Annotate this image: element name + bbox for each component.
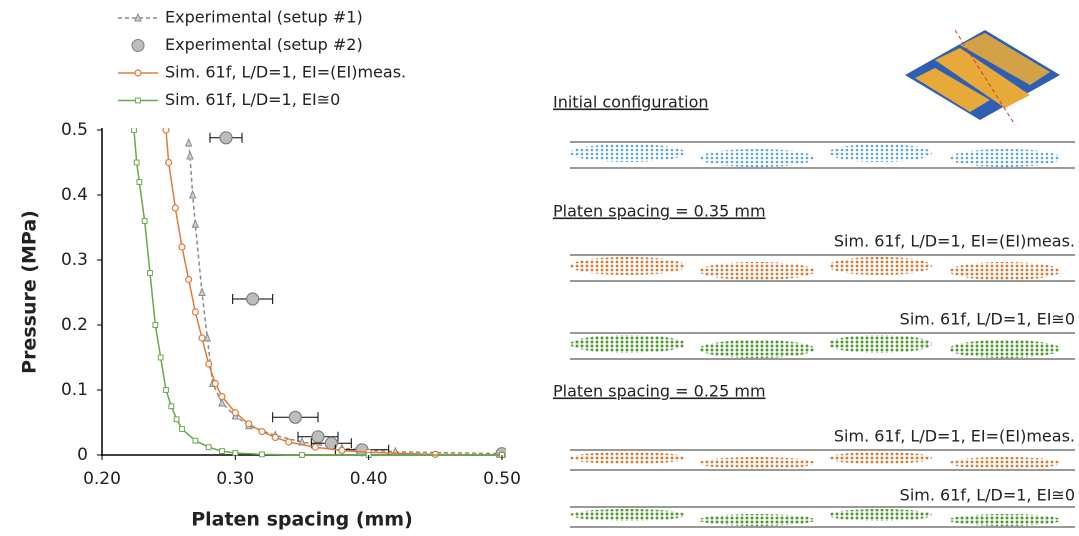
marker-square bbox=[220, 449, 225, 454]
marker-circle bbox=[339, 447, 345, 453]
yarn-section bbox=[949, 457, 1061, 469]
series-line bbox=[166, 130, 502, 455]
y-tick-label: 0.4 bbox=[61, 185, 88, 205]
marker-triangle bbox=[190, 191, 196, 198]
legend-label: Sim. 61f, L/D=1, EI=(EI)meas. bbox=[165, 63, 406, 82]
marker-circle bbox=[199, 335, 205, 341]
yarn-section bbox=[699, 457, 815, 469]
legend-marker bbox=[132, 40, 144, 52]
marker-circle bbox=[289, 411, 301, 423]
yarn-section bbox=[699, 262, 815, 280]
marker-square bbox=[169, 404, 174, 409]
marker-square bbox=[132, 128, 137, 133]
marker-square bbox=[142, 219, 147, 224]
yarn-section bbox=[828, 257, 932, 275]
yarn-section bbox=[949, 262, 1061, 280]
marker-circle bbox=[166, 160, 172, 166]
series-line bbox=[189, 143, 502, 454]
yarn-section bbox=[828, 452, 932, 464]
marker-square bbox=[136, 98, 141, 103]
marker-circle bbox=[220, 132, 232, 144]
marker-triangle bbox=[187, 152, 193, 159]
plot-area bbox=[132, 127, 508, 460]
x-tick-label: 0.20 bbox=[83, 469, 121, 489]
marker-triangle bbox=[192, 220, 198, 227]
marker-circle bbox=[212, 381, 218, 387]
marker-circle bbox=[219, 394, 225, 400]
yarn-section bbox=[828, 144, 932, 162]
y-tick-label: 0.3 bbox=[61, 250, 88, 270]
yarn-section bbox=[570, 257, 686, 275]
yarn-section bbox=[570, 452, 686, 464]
row-label: Sim. 61f, L/D=1, EI≅0 bbox=[900, 310, 1075, 329]
marker-square bbox=[137, 180, 142, 185]
marker-circle bbox=[246, 421, 252, 427]
marker-square bbox=[174, 417, 179, 422]
figure: Platen spacing (mm) Pressure (MPa) 0.200… bbox=[0, 0, 1079, 536]
y-axis-title: Pressure (MPa) bbox=[19, 210, 41, 374]
yarn-section bbox=[949, 340, 1061, 358]
marker-circle bbox=[312, 444, 318, 450]
yarn-section bbox=[828, 335, 932, 353]
yarn-section bbox=[699, 149, 815, 167]
marker-square bbox=[260, 452, 265, 457]
row-label: Sim. 61f, L/D=1, EI≅0 bbox=[900, 486, 1075, 505]
y-tick-label: 0.1 bbox=[61, 380, 88, 400]
marker-circle bbox=[135, 70, 141, 76]
marker-circle bbox=[172, 205, 178, 211]
marker-square bbox=[193, 438, 198, 443]
fabric-icon bbox=[905, 30, 1060, 125]
yarn-section bbox=[949, 149, 1061, 167]
marker-square bbox=[300, 453, 305, 458]
row-label: Sim. 61f, L/D=1, EI=(EI)meas. bbox=[834, 427, 1075, 446]
marker-circle bbox=[312, 431, 324, 443]
x-axis-title: Platen spacing (mm) bbox=[191, 509, 413, 531]
yarn-section bbox=[949, 514, 1061, 526]
marker-circle bbox=[259, 429, 265, 435]
yarn-section bbox=[699, 340, 815, 358]
y-tick-label: 0.5 bbox=[61, 120, 88, 140]
marker-circle bbox=[163, 127, 169, 133]
marker-circle bbox=[232, 410, 238, 416]
marker-circle bbox=[272, 434, 278, 440]
marker-square bbox=[164, 388, 169, 393]
marker-circle bbox=[206, 361, 212, 367]
marker-circle bbox=[192, 309, 198, 315]
marker-square bbox=[148, 271, 153, 276]
panel-heading: Platen spacing = 0.35 mm bbox=[553, 202, 766, 221]
marker-circle bbox=[247, 293, 259, 305]
series-line bbox=[134, 130, 502, 455]
marker-square bbox=[134, 160, 139, 165]
yarn-section bbox=[570, 509, 686, 521]
legend-label: Experimental (setup #1) bbox=[165, 8, 363, 27]
marker-triangle bbox=[186, 139, 192, 146]
x-tick-label: 0.50 bbox=[483, 469, 521, 489]
marker-circle bbox=[186, 277, 192, 283]
marker-square bbox=[233, 451, 238, 456]
marker-square bbox=[180, 427, 185, 432]
marker-triangle bbox=[199, 289, 205, 296]
marker-square bbox=[158, 355, 163, 360]
panel-heading: Platen spacing = 0.25 mm bbox=[553, 382, 766, 401]
legend-label: Experimental (setup #2) bbox=[165, 35, 363, 54]
marker-circle bbox=[286, 439, 292, 445]
yarn-section bbox=[570, 144, 686, 162]
yarn-section bbox=[699, 514, 815, 526]
x-tick-label: 0.30 bbox=[216, 469, 254, 489]
panel-heading: Initial configuration bbox=[553, 93, 709, 112]
row-label: Sim. 61f, L/D=1, EI=(EI)meas. bbox=[834, 232, 1075, 251]
yarn-section bbox=[828, 509, 932, 521]
marker-square bbox=[206, 445, 211, 450]
marker-circle bbox=[179, 244, 185, 250]
yarn-section bbox=[570, 335, 686, 353]
y-tick-label: 0.2 bbox=[61, 315, 88, 335]
marker-square bbox=[153, 323, 158, 328]
x-tick-label: 0.40 bbox=[350, 469, 388, 489]
legend-label: Sim. 61f, L/D=1, EI≅0 bbox=[165, 90, 340, 109]
y-tick-label: 0 bbox=[77, 445, 88, 465]
